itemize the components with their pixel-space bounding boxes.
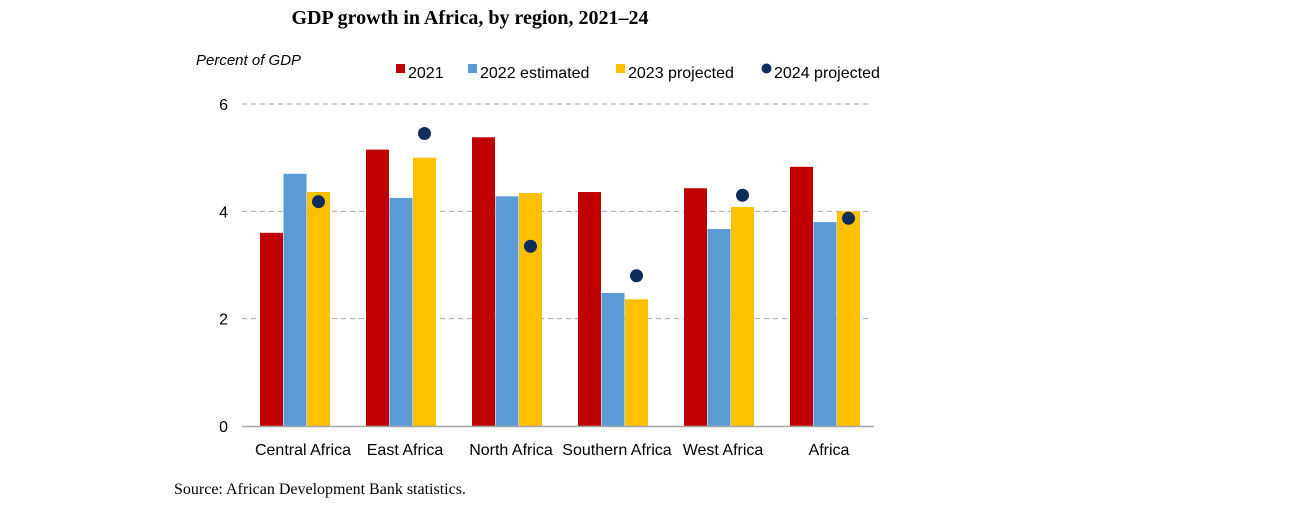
markers-group	[312, 127, 855, 283]
bar-north-africa-2023-projected	[519, 193, 542, 426]
bar-central-africa-2021	[260, 232, 283, 426]
y-tick-label: 2	[219, 312, 228, 329]
bar-east-africa-2021	[366, 149, 389, 426]
bar-west-africa-2021	[684, 188, 707, 426]
bar-africa-2023-projected	[837, 211, 860, 426]
marker-east-africa-2024-projected	[418, 127, 431, 141]
x-tick-label-west-africa: West Africa	[683, 442, 764, 459]
y-tick-label: 0	[219, 419, 228, 436]
marker-west-africa-2024-projected	[736, 188, 749, 202]
bar-southern-africa-2023-projected	[625, 299, 648, 426]
bar-africa-2021	[790, 166, 813, 427]
marker-central-africa-2024-projected	[312, 195, 325, 209]
y-axis-ticks: 0 2 4 6	[219, 97, 228, 436]
gridlines	[242, 103, 872, 320]
bar-southern-africa-2022-estimated	[601, 292, 625, 426]
bar-west-africa-2023-projected	[731, 207, 754, 426]
marker-africa-2024-projected	[842, 211, 855, 225]
legend-label-2022-estimated: 2022 estimated	[480, 65, 589, 82]
source-note: Source: African Development Bank statist…	[174, 481, 466, 498]
y-axis-label: Percent of GDP	[196, 52, 301, 69]
legend-label-2023-projected: 2023 projected	[628, 65, 734, 82]
legend: 2021 2022 estimated 2023 projected 2024 pro…	[396, 63, 880, 82]
marker-southern-africa-2024-projected	[630, 269, 643, 283]
chart-title: GDP growth in Africa, by region, 2021–24	[291, 7, 648, 29]
bar-central-africa-2022-estimated	[283, 173, 307, 426]
bar-southern-africa-2021	[578, 192, 601, 426]
x-tick-label-southern-africa: Southern Africa	[562, 442, 672, 459]
legend-label-2024-projected: 2024 projected	[774, 65, 880, 82]
legend-swatch-2024-projected	[761, 63, 772, 74]
bars-group	[260, 137, 860, 427]
bar-central-africa-2023-projected	[307, 192, 330, 426]
bar-east-africa-2023-projected	[413, 157, 436, 426]
x-tick-label-central-africa: Central Africa	[255, 442, 351, 459]
bar-west-africa-2022-estimated	[707, 229, 731, 426]
legend-swatch-2022-estimated	[468, 64, 477, 73]
bar-africa-2022-estimated	[813, 222, 837, 426]
x-tick-label-north-africa: North Africa	[469, 442, 553, 459]
bar-north-africa-2022-estimated	[495, 196, 519, 426]
x-tick-label-east-africa: East Africa	[367, 442, 444, 459]
x-tick-label-africa: Africa	[809, 442, 850, 459]
x-axis-ticks: Central Africa East Africa North Africa Sou…	[255, 442, 850, 459]
y-tick-label: 6	[219, 97, 228, 114]
bar-east-africa-2022-estimated	[389, 197, 413, 426]
legend-label-2021: 2021	[408, 65, 444, 82]
legend-swatch-2021	[396, 64, 405, 73]
y-tick-label: 4	[219, 204, 228, 221]
marker-north-africa-2024-projected	[524, 239, 537, 253]
legend-swatch-2023-projected	[616, 64, 625, 73]
bar-north-africa-2021	[472, 137, 495, 427]
